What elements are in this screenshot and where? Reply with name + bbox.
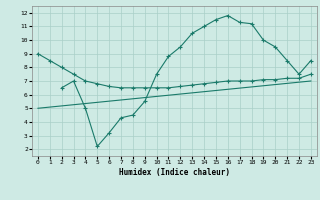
X-axis label: Humidex (Indice chaleur): Humidex (Indice chaleur) <box>119 168 230 177</box>
